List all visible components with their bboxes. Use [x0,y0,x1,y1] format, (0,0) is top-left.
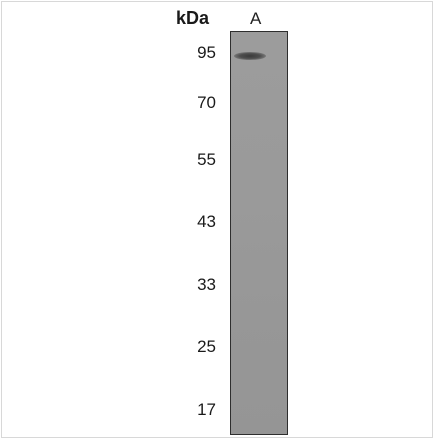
marker-43: 43 [197,212,216,231]
lane-label-a: A [250,9,262,28]
protein-band [234,52,266,60]
marker-55: 55 [197,150,216,169]
marker-25: 25 [197,337,216,356]
marker-17: 17 [197,400,216,419]
blot-lane-a [230,31,288,435]
marker-70: 70 [197,93,216,112]
unit-label: kDa [176,8,210,28]
marker-33: 33 [197,275,216,294]
marker-95: 95 [197,43,216,62]
